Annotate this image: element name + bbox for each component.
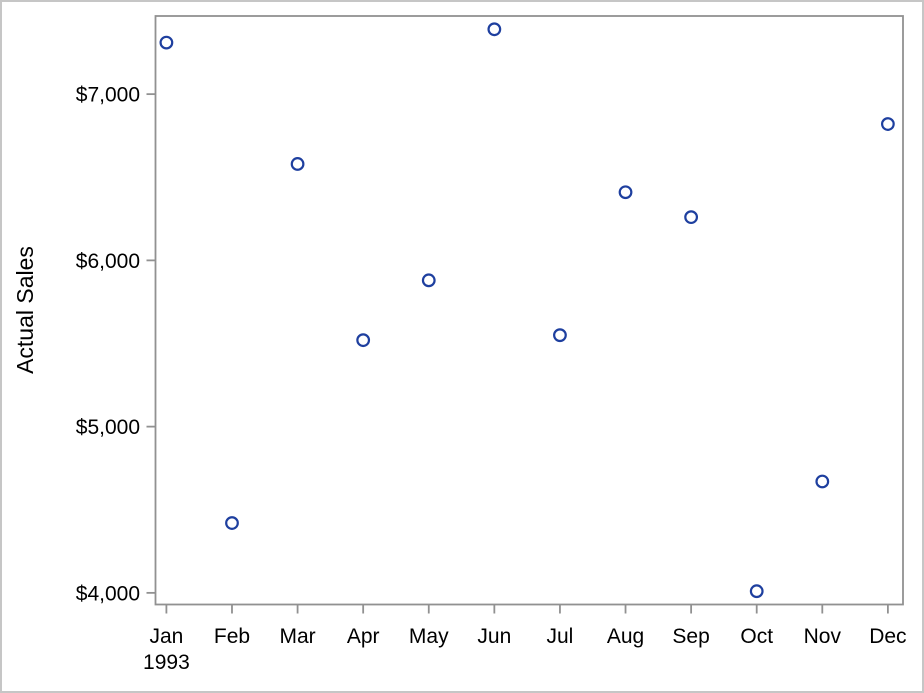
- x-tick-label: Jun: [477, 625, 511, 648]
- x-tick-label: Aug: [607, 625, 644, 648]
- x-tick-label: Mar: [279, 625, 315, 648]
- data-point-marker: [159, 35, 174, 50]
- y-tick-label: $7,000: [76, 84, 140, 107]
- y-tick-label: $5,000: [76, 416, 140, 439]
- x-tick-label: Dec: [869, 625, 906, 648]
- data-point-marker: [684, 210, 699, 225]
- data-point-marker: [225, 516, 239, 530]
- x-tick-label: Feb: [214, 625, 250, 648]
- plot-frame: [154, 15, 904, 606]
- year-label: 1993: [143, 651, 190, 674]
- x-tick-label: Sep: [672, 625, 709, 648]
- data-point-marker: [815, 474, 830, 489]
- data-points: [159, 22, 895, 599]
- x-tick-label: May: [409, 625, 449, 648]
- y-tick-label: $4,000: [76, 582, 140, 605]
- x-tick-label: Jul: [547, 625, 574, 648]
- x-tick-label: Nov: [804, 625, 842, 648]
- y-tick-label: $6,000: [76, 250, 140, 273]
- y-axis-ticks: $7,000 $6,000 $5,000 $4,000: [76, 84, 156, 605]
- data-point-marker: [421, 273, 436, 288]
- data-point-marker: [749, 584, 764, 599]
- data-point-marker: [618, 185, 633, 200]
- x-tick-label: Apr: [347, 625, 380, 648]
- data-point-marker: [487, 22, 502, 37]
- y-axis-title: Actual Sales: [12, 246, 38, 374]
- x-tick-label: Jan: [149, 625, 183, 648]
- data-point-marker: [290, 157, 305, 171]
- data-point-marker: [356, 333, 371, 348]
- data-point-marker: [553, 328, 567, 343]
- x-tick-label: Oct: [740, 625, 773, 648]
- data-point-marker: [880, 117, 895, 131]
- x-axis-ticks: Jan 1993 Feb Mar Apr May Jun Jul Aug Sep Oct Nov Dec: [143, 604, 907, 674]
